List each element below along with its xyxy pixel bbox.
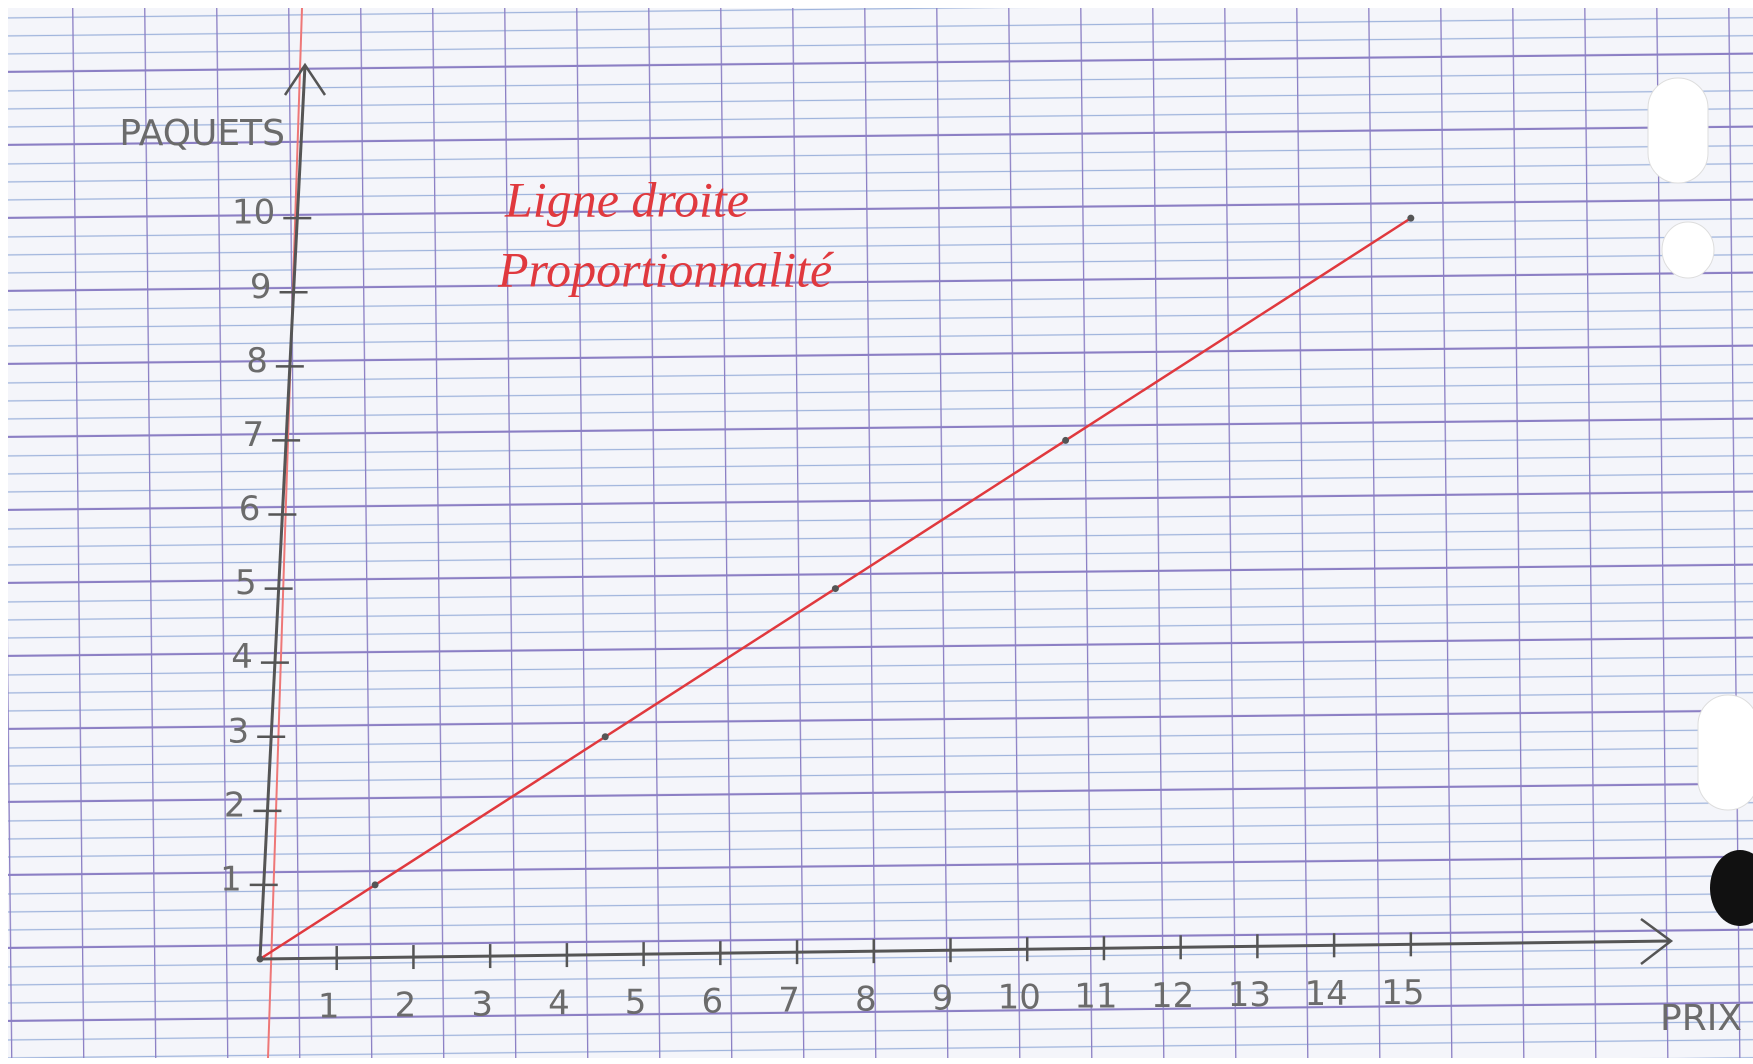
y-tick-label: 6 [239, 489, 261, 529]
y-tick-label: 7 [242, 415, 264, 455]
x-tick-label: 12 [1151, 976, 1194, 1016]
x-tick-label: 6 [702, 982, 724, 1022]
data-point [831, 585, 839, 593]
x-tick-label: 13 [1228, 975, 1271, 1015]
x-tick-label: 9 [932, 979, 954, 1019]
y-tick-label: 3 [228, 711, 250, 751]
data-point [371, 881, 379, 889]
y-tick-label: 10 [232, 193, 275, 233]
x-tick-label: 8 [855, 980, 877, 1020]
annotation: Proportionnalité [497, 241, 834, 297]
hole [1710, 850, 1753, 926]
data-point [1062, 436, 1070, 444]
x-tick-label: 3 [471, 985, 493, 1025]
x-tick-label: 4 [548, 984, 570, 1024]
x-axis-label: PRIX [1660, 998, 1742, 1039]
x-tick-label: 10 [998, 978, 1041, 1018]
x-tick-label: 11 [1074, 977, 1117, 1017]
x-axis [259, 939, 1672, 961]
margin-line [267, 7, 303, 1059]
paper [8, 8, 1753, 1058]
hole [1661, 221, 1715, 279]
data-point [601, 733, 609, 741]
x-tick-label: 1 [318, 987, 340, 1027]
x-tick-label: 7 [778, 981, 800, 1021]
data-point [1407, 214, 1415, 222]
y-tick-label: 9 [250, 267, 272, 307]
y-axis-label: PAQUETS [119, 113, 285, 154]
y-tick-label: 8 [246, 341, 268, 381]
x-tick-label: 5 [625, 983, 647, 1023]
hole [1697, 694, 1753, 811]
y-tick-label: 2 [224, 785, 246, 825]
x-tick-label: 2 [395, 986, 417, 1026]
hole [1647, 77, 1709, 184]
x-axis-arrow [1640, 917, 1674, 965]
data-point [256, 955, 264, 963]
y-tick-label: 1 [220, 859, 242, 899]
y-tick-label: 4 [231, 637, 253, 677]
x-tick-label: 14 [1304, 974, 1347, 1014]
data-line [259, 217, 1412, 961]
annotation: Ligne droite [504, 171, 749, 227]
x-tick-label: 15 [1381, 973, 1424, 1013]
y-tick-label: 5 [235, 563, 257, 603]
y-axis-arrow [283, 62, 327, 96]
plot: 1 2 3 4 5 6 7 8 9 10 11 12 13 14 1512345678910PRIXPAQU… [119, 62, 1742, 1039]
